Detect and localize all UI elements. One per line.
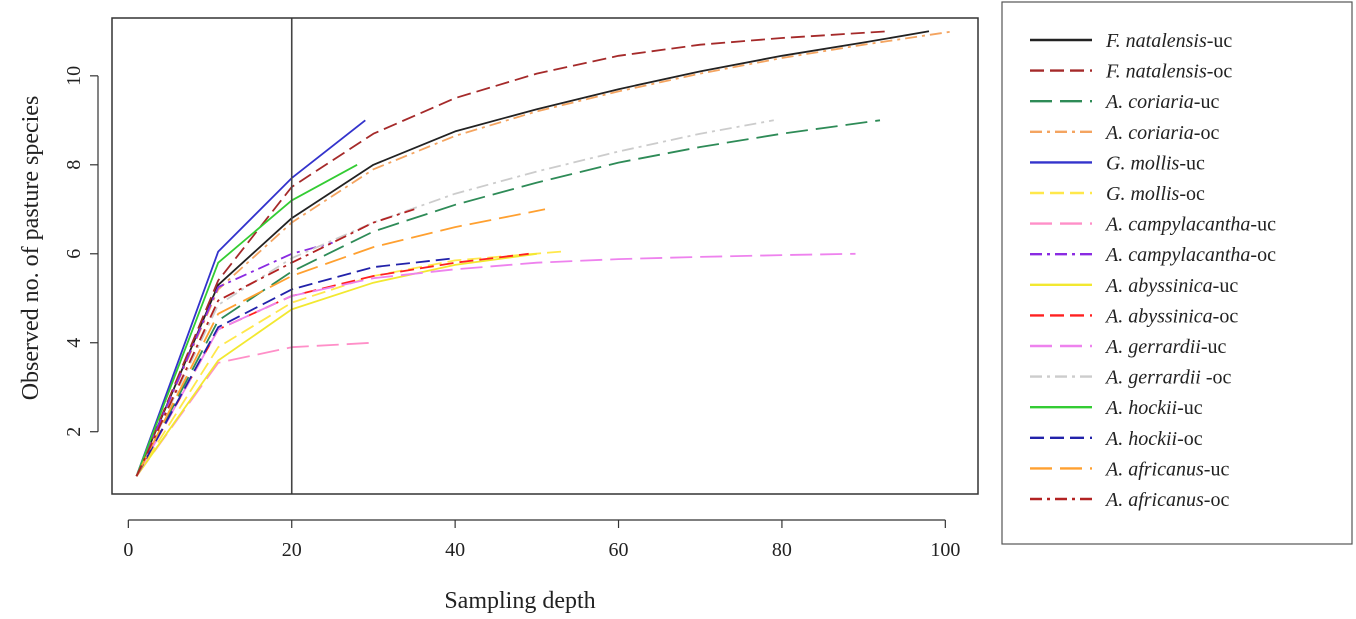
series-line (135, 208, 546, 477)
legend-suffix: -uc (1213, 275, 1239, 297)
legend-suffix: -oc (1201, 367, 1232, 389)
legend-suffix: -uc (1207, 30, 1233, 52)
legend-species: A. campylacantha (1104, 214, 1250, 236)
legend-entry: A. africanus-uc (1104, 458, 1229, 480)
series-line (135, 119, 774, 477)
legend-species: A. africanus (1104, 458, 1204, 480)
legend-suffix: -oc (1204, 489, 1230, 511)
legend-suffix: -uc (1204, 458, 1230, 480)
legend-suffix: -oc (1179, 183, 1205, 205)
legend-species: F. natalensis (1105, 61, 1207, 83)
series-line (135, 241, 333, 477)
legend-suffix: -uc (1177, 397, 1203, 419)
legend-suffix: -oc (1250, 244, 1276, 266)
x-tick-label: 0 (123, 539, 133, 561)
series-line (135, 252, 537, 477)
legend-entry: G. mollis-oc (1106, 183, 1205, 205)
legend-species: A. coriaria (1104, 91, 1194, 113)
legend-suffix: -uc (1201, 336, 1227, 358)
legend-species: A. africanus (1104, 489, 1204, 511)
legend-suffix: -uc (1179, 152, 1205, 174)
legend-suffix: -uc (1250, 214, 1276, 236)
legend-suffix: -oc (1213, 305, 1239, 327)
legend-species: F. natalensis (1105, 30, 1207, 52)
legend: F. natalensis-ucF. natalensis-ocA. coria… (1001, 1, 1353, 545)
legend-species: A. hockii (1104, 428, 1177, 450)
y-tick-label: 10 (63, 66, 85, 86)
legend-entry: A. abyssinica-oc (1104, 305, 1238, 327)
legend-species: A. hockii (1104, 397, 1177, 419)
legend-suffix: -oc (1177, 428, 1203, 450)
legend-species: G. mollis (1106, 183, 1180, 205)
legend-entry: A. coriaria-uc (1104, 91, 1219, 113)
y-axis-title: Observed no. of pasture species (18, 96, 44, 401)
legend-entry: A. gerrardii-uc (1104, 336, 1226, 358)
legend-species: A. coriaria (1104, 122, 1194, 144)
legend-suffix: -oc (1194, 122, 1220, 144)
y-tick-label: 6 (63, 249, 85, 259)
legend-species: G. mollis (1106, 152, 1180, 174)
legend-species: A. gerrardii (1104, 336, 1201, 358)
legend-species: A. abyssinica (1104, 275, 1213, 297)
plot-area (135, 18, 954, 494)
legend-species: A. abyssinica (1104, 305, 1213, 327)
series-line (135, 30, 930, 477)
series-line (135, 250, 562, 477)
legend-entry: A. hockii-oc (1104, 428, 1203, 450)
legend-entry: A. gerrardii -oc (1104, 367, 1231, 389)
legend-entry: A. campylacantha-uc (1104, 214, 1276, 236)
series-line (135, 208, 415, 477)
series-line (135, 30, 954, 477)
series-line (135, 119, 366, 477)
series-line (135, 164, 358, 477)
legend-entry: F. natalensis-oc (1105, 61, 1232, 83)
legend-entry: A. africanus-oc (1104, 489, 1229, 511)
legend-entry: F. natalensis-uc (1105, 30, 1232, 52)
legend-entry: A. abyssinica-uc (1104, 275, 1238, 297)
y-tick-label: 2 (63, 427, 85, 437)
y-tick-label: 4 (63, 338, 85, 348)
legend-entry: A. coriaria-oc (1104, 122, 1219, 144)
legend-species: A. campylacantha (1104, 244, 1250, 266)
legend-entry: A. campylacantha-oc (1104, 244, 1276, 266)
legend-species: A. gerrardii (1104, 367, 1201, 389)
series-line (135, 119, 881, 477)
series-line (135, 30, 889, 477)
legend-box (1001, 1, 1353, 545)
series-line (135, 252, 856, 477)
x-tick-label: 60 (609, 539, 629, 561)
legend-entry: G. mollis-uc (1106, 152, 1205, 174)
x-tick-label: 40 (445, 539, 465, 561)
x-tick-label: 20 (282, 539, 302, 561)
legend-suffix: -uc (1194, 91, 1220, 113)
x-axis-title: Sampling depth (444, 588, 595, 614)
x-tick-label: 100 (930, 539, 960, 561)
axes: 0 20 40 60 80 100 2 4 6 8 10 (63, 17, 979, 561)
x-tick-label: 80 (772, 539, 792, 561)
y-tick-label: 8 (63, 160, 85, 170)
plot-frame (111, 17, 979, 495)
legend-suffix: -oc (1207, 61, 1233, 83)
legend-entry: A. hockii-uc (1104, 397, 1203, 419)
